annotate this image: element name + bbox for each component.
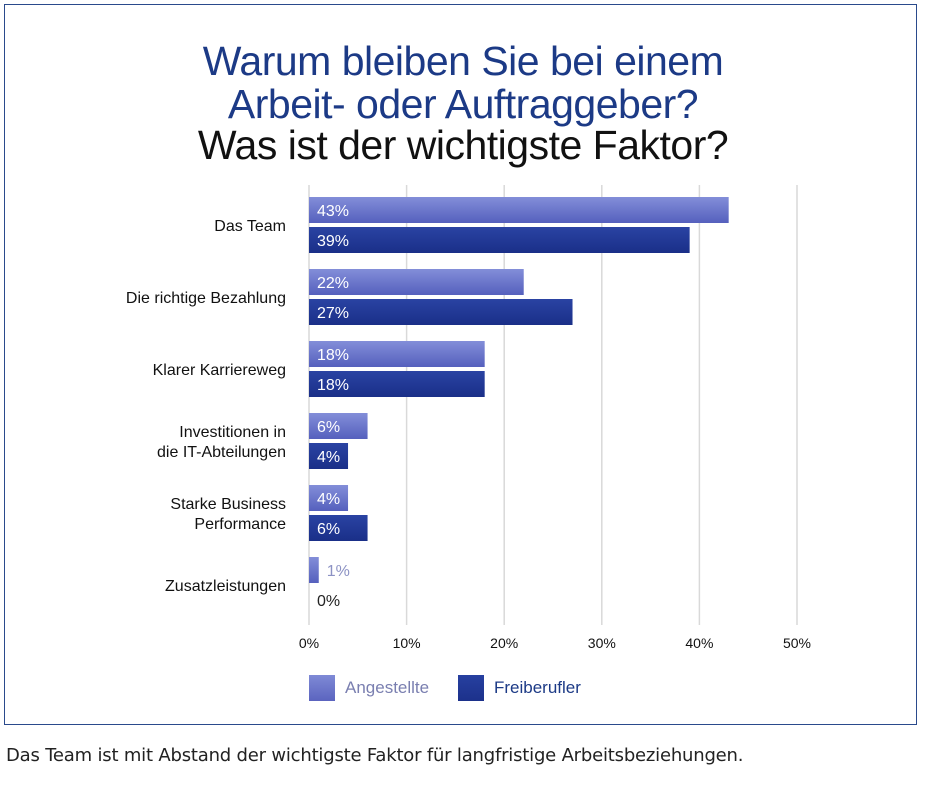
legend-label-freiberufler: Freiberufler — [494, 678, 581, 697]
data-label: 0% — [317, 593, 340, 610]
bars: 43% 39% 22% 27% 18% 18% 6% 4% 4% 6% 1% 0% — [309, 197, 729, 610]
data-label: 6% — [317, 521, 340, 538]
bar-angestellte — [309, 269, 524, 295]
category-label: Performance — [194, 516, 286, 533]
category-labels: Das Team Die richtige Bezahlung Klarer Kar… — [126, 218, 286, 595]
legend-label-angestellte: Angestellte — [345, 678, 430, 697]
legend-swatch-angestellte — [309, 675, 335, 701]
legend-item-freiberufler: Freiberufler — [458, 673, 581, 703]
legend-item-angestellte: Angestellte — [309, 673, 429, 703]
figure-caption: Das Team ist mit Abstand der wichtigste … — [6, 745, 744, 766]
category-label: Investitionen in — [179, 424, 286, 441]
x-tick-label: 0% — [299, 635, 319, 651]
data-label: 1% — [327, 563, 350, 580]
chart-subtitle: Was ist der wichtigste Faktor? — [197, 122, 729, 168]
bar-angestellte — [309, 341, 485, 367]
category-label: Zusatzleistungen — [165, 578, 286, 595]
bar-freiberufler — [309, 443, 349, 469]
chart-title-line-1: Warum bleiben Sie bei einem — [202, 38, 724, 84]
category-label: Das Team — [214, 218, 286, 235]
data-label: 18% — [317, 347, 349, 364]
x-tick-label: 50% — [783, 635, 811, 651]
legend-swatch-freiberufler — [458, 675, 484, 701]
bar-freiberufler — [309, 299, 573, 325]
x-axis-ticks: 0% 10% 20% 30% 40% 50% — [299, 635, 811, 651]
bar-freiberufler — [309, 515, 368, 541]
bar-angestellte — [309, 485, 349, 511]
data-label: 43% — [317, 203, 349, 220]
grid-lines — [308, 185, 798, 625]
category-label: die IT-Abteilungen — [157, 444, 286, 461]
data-label: 6% — [317, 419, 340, 436]
bar-angestellte — [309, 413, 368, 439]
bar-angestellte — [309, 197, 729, 223]
category-label: Die richtige Bezahlung — [126, 290, 286, 307]
x-tick-label: 10% — [393, 635, 421, 651]
x-tick-label: 30% — [588, 635, 616, 651]
bar-freiberufler — [309, 371, 485, 397]
chart-title-line-2: Arbeit- oder Auftraggeber? — [227, 81, 699, 127]
data-label: 39% — [317, 233, 349, 250]
data-label: 27% — [317, 305, 349, 322]
data-label: 22% — [317, 275, 349, 292]
x-tick-label: 40% — [685, 635, 713, 651]
x-tick-label: 20% — [490, 635, 518, 651]
bar-angestellte — [309, 557, 319, 583]
category-label: Klarer Karriereweg — [153, 362, 286, 379]
data-label: 18% — [317, 377, 349, 394]
data-label: 4% — [317, 449, 340, 466]
data-label: 4% — [317, 491, 340, 508]
bar-freiberufler — [309, 227, 690, 253]
category-label: Starke Business — [170, 496, 286, 513]
